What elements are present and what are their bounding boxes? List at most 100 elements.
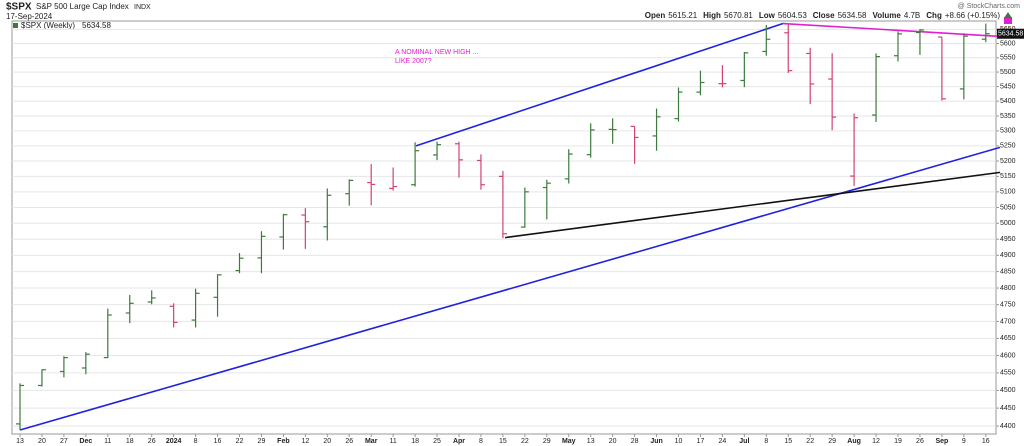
marker <box>1004 17 1012 24</box>
x-tick-label: Mar <box>365 438 378 445</box>
x-tick-label: 18 <box>411 438 419 445</box>
quote-label: Low <box>759 11 776 20</box>
price-box-label: 5634.58 <box>998 31 1023 38</box>
x-tick-label: 22 <box>236 438 244 445</box>
x-tick-label: 26 <box>916 438 924 445</box>
x-tick-label: Aug <box>847 438 861 445</box>
y-tick-label: 4750 <box>1000 301 1016 308</box>
x-tick-label: 15 <box>499 438 507 445</box>
chart-title: $SPX <box>6 2 32 13</box>
x-tick-label: Jul <box>739 438 749 445</box>
y-tick-label: 4850 <box>1000 268 1016 275</box>
trendline <box>782 22 1001 38</box>
quote-label: Open <box>645 11 666 20</box>
x-tick-label: 20 <box>609 438 617 445</box>
x-tick-label: Sep <box>935 438 948 445</box>
trendline <box>19 146 1001 431</box>
y-tick-label: 5200 <box>1000 158 1016 165</box>
quote-label: High <box>703 11 721 20</box>
x-tick-label: 24 <box>719 438 727 445</box>
legend-value: 5634.58 <box>82 21 111 30</box>
quote: Open 5615.21 High 5670.81 Low 5604.53 Close 563… <box>645 11 1001 20</box>
x-tick-label: 22 <box>521 438 529 445</box>
x-tick-label: 20 <box>38 438 46 445</box>
y-tick-label: 5150 <box>1000 173 1016 180</box>
plot-frame <box>11 20 997 435</box>
x-tick-label: 11 <box>104 438 111 445</box>
quote-value: 5615.21 <box>668 11 697 20</box>
x-tick-label: Jun <box>650 438 662 445</box>
y-tick-label: 4800 <box>1000 285 1016 292</box>
x-tick-label: 17 <box>697 438 705 445</box>
x-tick-label: Dec <box>79 438 92 445</box>
quote-value: 5604.53 <box>778 11 807 20</box>
x-tick-label: 18 <box>126 438 134 445</box>
chg-arrow <box>1004 12 1012 18</box>
x-tick-label: 10 <box>675 438 683 445</box>
y-tick-label: 5300 <box>1000 128 1016 135</box>
x-tick-label: 13 <box>16 438 24 445</box>
x-tick-label: Apr <box>453 438 465 445</box>
annotation: A NOMINAL NEW HIGH ... <box>395 49 478 56</box>
x-tick-label: 29 <box>828 438 836 445</box>
quote-value: 5670.81 <box>724 11 753 20</box>
x-tick-label: Feb <box>277 438 289 445</box>
quote-value: 5634.58 <box>838 11 867 20</box>
x-tick-label: 11 <box>390 438 397 445</box>
x-tick-label: 26 <box>345 438 353 445</box>
legend-swatch <box>13 23 18 28</box>
date: 17-Sep-2024 <box>6 12 53 21</box>
x-tick-label: 29 <box>258 438 266 445</box>
x-tick-label: 26 <box>148 438 156 445</box>
x-tick-label: 8 <box>194 438 198 445</box>
x-tick-label: 2024 <box>166 438 182 445</box>
quote-label: Chg <box>926 11 942 20</box>
legend-label: $SPX (Weekly) <box>21 21 75 30</box>
y-tick-label: 5550 <box>1000 55 1016 62</box>
price-box <box>997 28 1024 39</box>
x-tick-label: 19 <box>894 438 902 445</box>
x-tick-label: May <box>562 438 576 445</box>
y-tick-label: 5600 <box>1000 40 1016 47</box>
x-tick-label: 20 <box>323 438 331 445</box>
annotation: LIKE 2007? <box>395 58 432 65</box>
y-tick-label: 4400 <box>1000 423 1016 430</box>
y-tick-label: 4550 <box>1000 370 1016 377</box>
y-tick-label: 5450 <box>1000 83 1016 90</box>
quote-value: +8.66 (+0.15%) <box>945 11 1000 20</box>
y-tick-label: 4700 <box>1000 318 1016 325</box>
quote-label: Close <box>813 11 835 20</box>
x-tick-label: 8 <box>479 438 483 445</box>
x-tick-label: 27 <box>60 438 68 445</box>
x-tick-label: 16 <box>214 438 222 445</box>
y-tick-label: 5100 <box>1000 189 1016 196</box>
exchange: INDX <box>134 4 151 11</box>
y-tick-label: 4600 <box>1000 352 1016 359</box>
x-tick-label: 22 <box>806 438 814 445</box>
quote-label: Volume <box>873 11 902 20</box>
y-tick-label: 4500 <box>1000 387 1016 394</box>
y-tick-label: 4950 <box>1000 236 1016 243</box>
y-tick-label: 5400 <box>1000 98 1016 105</box>
subtitle: S&P 500 Large Cap Index <box>36 2 129 11</box>
y-tick-label: 4650 <box>1000 335 1016 342</box>
trendline <box>415 22 784 147</box>
x-tick-label: 12 <box>301 438 309 445</box>
y-tick-label: 5250 <box>1000 143 1016 150</box>
x-tick-label: 9 <box>962 438 966 445</box>
credit: @ StockCharts.com <box>958 3 1021 10</box>
y-tick-label: 5350 <box>1000 113 1016 120</box>
x-tick-label: 12 <box>872 438 880 445</box>
x-tick-label: 15 <box>784 438 792 445</box>
y-tick-label: 4450 <box>1000 405 1016 412</box>
y-tick-label: 4900 <box>1000 252 1016 259</box>
trendline <box>504 171 1001 239</box>
x-tick-label: 13 <box>587 438 595 445</box>
y-tick-label: 5500 <box>1000 69 1016 76</box>
quote-value: 4.7B <box>904 11 920 20</box>
y-tick-label: 5000 <box>1000 220 1016 227</box>
x-tick-label: 8 <box>764 438 768 445</box>
x-tick-label: 16 <box>982 438 990 445</box>
x-tick-label: 25 <box>433 438 441 445</box>
